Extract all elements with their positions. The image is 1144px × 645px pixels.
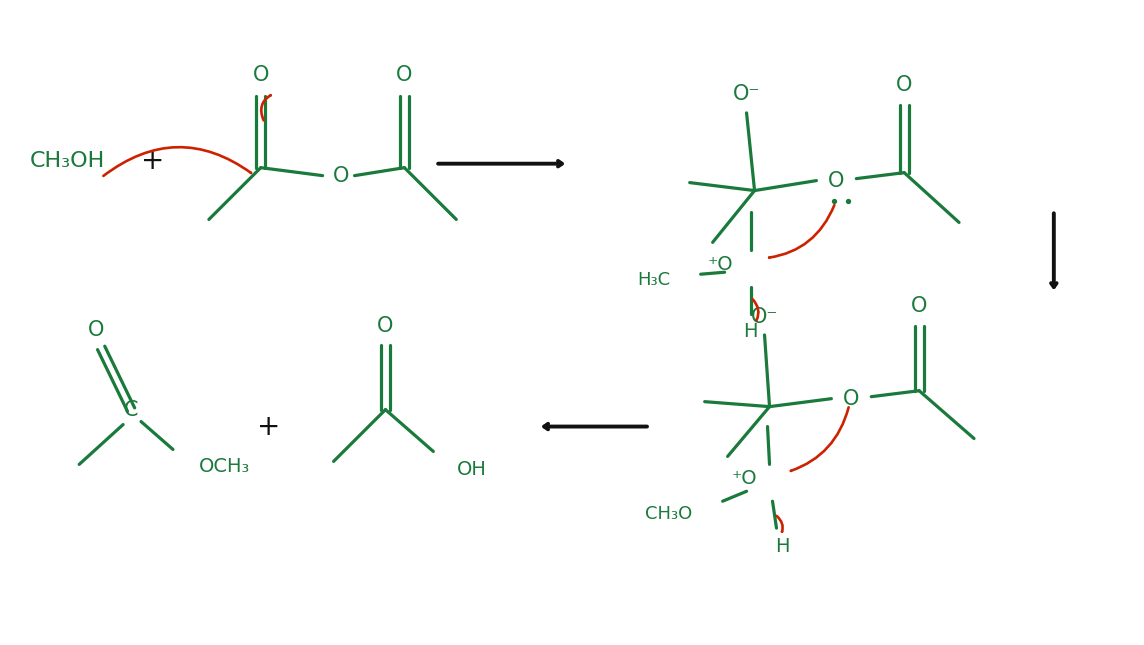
Text: +: + — [257, 413, 280, 441]
Text: ⁺O: ⁺O — [732, 469, 757, 488]
Text: CH₃O: CH₃O — [645, 505, 693, 523]
FancyArrowPatch shape — [753, 299, 758, 320]
Text: O: O — [896, 75, 913, 95]
Text: H₃C: H₃C — [637, 271, 670, 289]
FancyArrowPatch shape — [769, 205, 834, 258]
Text: H: H — [776, 537, 789, 555]
FancyArrowPatch shape — [103, 147, 251, 176]
FancyArrowPatch shape — [791, 408, 849, 471]
Text: H: H — [744, 322, 757, 341]
FancyArrowPatch shape — [261, 95, 271, 121]
Text: OCH₃: OCH₃ — [199, 457, 251, 476]
Text: O⁻: O⁻ — [750, 307, 778, 327]
Text: C: C — [124, 400, 138, 420]
Text: O: O — [88, 320, 104, 340]
Text: O: O — [333, 166, 349, 186]
Text: O: O — [828, 171, 844, 191]
Text: +: + — [142, 146, 165, 175]
Text: O: O — [396, 65, 413, 85]
Text: O: O — [911, 296, 928, 316]
Text: OH: OH — [458, 460, 487, 479]
Text: O: O — [843, 389, 859, 409]
Text: O: O — [378, 316, 394, 336]
Text: O⁻: O⁻ — [733, 84, 761, 104]
Text: CH₃OH: CH₃OH — [30, 151, 104, 171]
FancyArrowPatch shape — [777, 516, 782, 531]
Text: ⁺O: ⁺O — [708, 255, 733, 273]
Text: O: O — [253, 65, 269, 85]
